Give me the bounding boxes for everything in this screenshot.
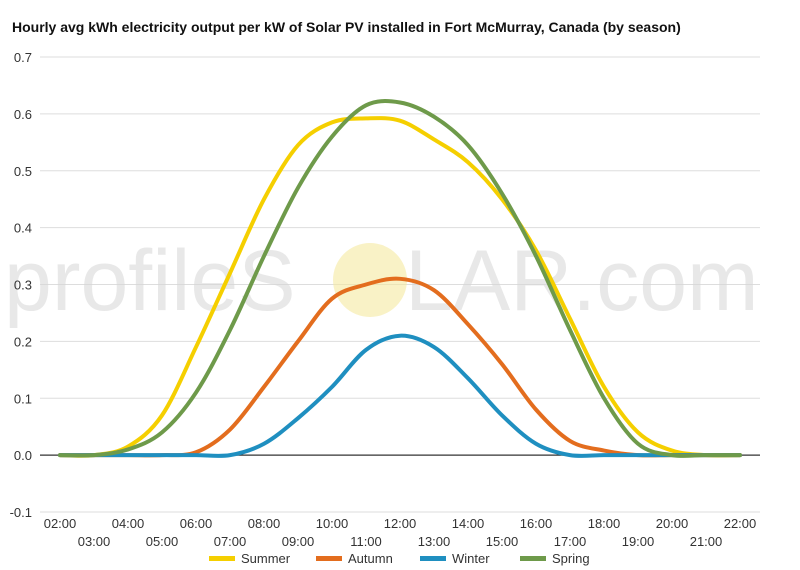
x-tick-label: 20:00	[656, 516, 689, 531]
x-tick-label: 04:00	[112, 516, 145, 531]
winter-series-line	[58, 333, 742, 458]
x-tick-label: 19:00	[622, 534, 655, 549]
legend-swatch-autumn	[316, 556, 342, 561]
legend: Summer Autumn Winter Spring	[209, 551, 590, 566]
legend-label-summer: Summer	[241, 551, 291, 566]
y-tick-label: 0.4	[14, 221, 32, 236]
x-tick-label: 17:00	[554, 534, 587, 549]
y-tick-label: 0.3	[14, 278, 32, 293]
x-tick-label: 15:00	[486, 534, 519, 549]
x-tick-label: 02:00	[44, 516, 77, 531]
series-lines	[58, 99, 742, 458]
y-tick-label: 0.1	[14, 391, 32, 406]
legend-swatch-winter	[420, 556, 446, 561]
watermark-sun-icon	[333, 243, 407, 317]
legend-label-autumn: Autumn	[348, 551, 393, 566]
x-tick-label: 12:00	[384, 516, 417, 531]
x-tick-label: 11:00	[350, 534, 382, 549]
y-tick-label: 0.2	[14, 334, 32, 349]
x-tick-label: 05:00	[146, 534, 179, 549]
y-tick-label: 0.5	[14, 164, 32, 179]
legend-swatch-summer	[209, 556, 235, 561]
x-tick-label: 10:00	[316, 516, 349, 531]
x-tick-label: 22:00	[724, 516, 757, 531]
legend-label-spring: Spring	[552, 551, 590, 566]
watermark: profileS LAR.com	[4, 233, 759, 329]
x-axis-ticks: 02:00 04:00 06:00 08:00 10:00 12:00 14:00 16:00…	[44, 516, 757, 549]
y-tick-label: 0.6	[14, 107, 32, 122]
legend-label-winter: Winter	[452, 551, 490, 566]
x-tick-label: 21:00	[690, 534, 723, 549]
x-tick-label: 06:00	[180, 516, 213, 531]
x-tick-label: 16:00	[520, 516, 553, 531]
x-tick-label: 03:00	[78, 534, 111, 549]
summer-series-line	[58, 116, 742, 458]
x-tick-label: 13:00	[418, 534, 451, 549]
chart-title: Hourly avg kWh electricity output per kW…	[12, 19, 681, 35]
x-tick-label: 09:00	[282, 534, 315, 549]
x-tick-label: 07:00	[214, 534, 247, 549]
y-tick-label: 0.0	[14, 448, 32, 463]
watermark-right-text: LAR.com	[405, 233, 759, 329]
x-tick-label: 08:00	[248, 516, 281, 531]
x-tick-label: 18:00	[588, 516, 621, 531]
x-tick-label: 14:00	[452, 516, 485, 531]
watermark-left-text: profileS	[4, 233, 296, 329]
y-tick-label: -0.1	[10, 505, 32, 520]
y-tick-label: 0.7	[14, 50, 32, 65]
spring-series-line	[58, 99, 742, 458]
y-axis-ticks: -0.1 0.0 0.1 0.2 0.3 0.4 0.5 0.6 0.7	[10, 50, 32, 520]
legend-swatch-spring	[520, 556, 546, 561]
